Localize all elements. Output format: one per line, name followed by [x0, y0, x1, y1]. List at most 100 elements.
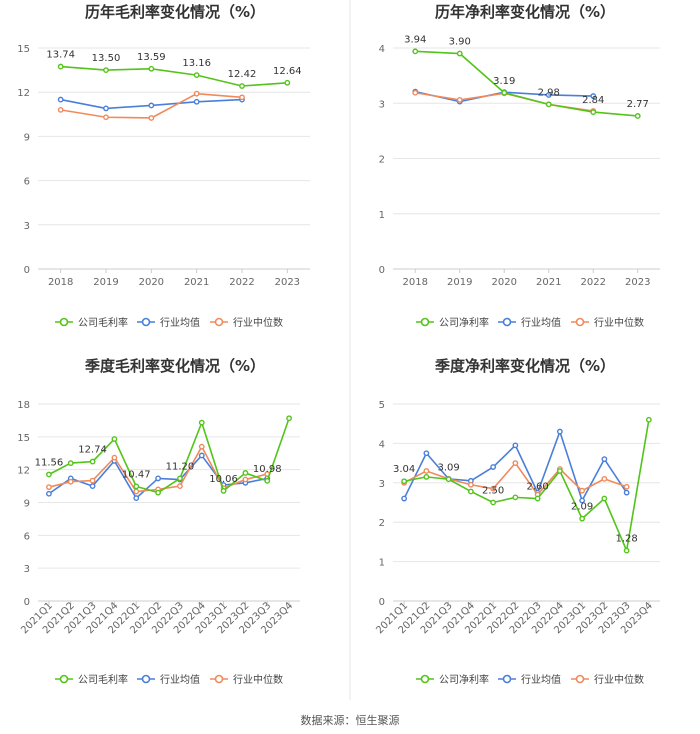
company-point — [512, 494, 519, 501]
data-label: 13.74 — [46, 50, 75, 61]
legend-label: 行业中位数 — [233, 673, 283, 686]
industry_avg-point — [590, 93, 597, 99]
company-series-line — [60, 65, 288, 87]
industry_median-point — [467, 481, 474, 488]
x-tick-label: 2023 — [625, 277, 650, 288]
data-label: 11.20 — [166, 461, 195, 472]
data-label: 3.19 — [493, 76, 515, 87]
y-tick-label: 2 — [379, 518, 385, 529]
quarterly-gross-margin-chart: 季度毛利率变化情况（%）03691215182021Q12021Q22021Q3… — [17, 357, 300, 686]
company-point — [133, 483, 140, 490]
legend-label: 行业均值 — [521, 316, 561, 329]
company-point — [456, 50, 463, 57]
legend-label: 行业中位数 — [233, 316, 283, 329]
y-tick-label: 3 — [379, 99, 385, 110]
legend-label: 公司净利率 — [439, 316, 489, 329]
legend-label: 行业中位数 — [594, 673, 644, 686]
company-point — [634, 113, 641, 119]
legend-swatch-marker — [59, 317, 69, 327]
industry_median-point — [148, 115, 155, 121]
data-label: 10.98 — [253, 464, 282, 475]
company-series-line — [403, 419, 650, 552]
data-label: 2.09 — [571, 502, 593, 513]
industry_median-point — [242, 476, 249, 483]
data-label: 13.59 — [137, 52, 166, 63]
data-label: 1.28 — [615, 534, 637, 545]
chart-title: 历年毛利率变化情况（%） — [85, 3, 265, 21]
data-label: 3.94 — [404, 34, 426, 45]
industry_avg-point — [556, 428, 563, 435]
legend-swatch-marker — [214, 674, 224, 684]
legend-swatch-marker — [502, 317, 512, 327]
company-point — [623, 547, 630, 554]
data-label: 2.50 — [482, 486, 504, 497]
company-series-line — [415, 50, 638, 117]
industry_avg-point — [579, 497, 586, 504]
industry_median-point — [111, 454, 118, 461]
y-tick-label: 0 — [24, 265, 30, 276]
industry_median-point — [89, 477, 96, 484]
x-tick-label: 2020 — [492, 277, 517, 288]
data-label: 2.98 — [538, 87, 560, 98]
industry_avg-point — [401, 495, 408, 502]
x-tick-label: 2019 — [93, 277, 118, 288]
legend-label: 行业均值 — [521, 673, 561, 686]
y-tick-label: 9 — [24, 132, 30, 143]
company-point — [534, 495, 541, 502]
legend-swatch-marker — [420, 674, 430, 684]
y-tick-label: 12 — [17, 88, 30, 99]
legend-label: 行业中位数 — [594, 316, 644, 329]
company-point — [645, 416, 652, 423]
legend-label: 公司毛利率 — [78, 316, 128, 329]
company-point — [501, 89, 508, 96]
legend-swatch-marker — [59, 674, 69, 684]
industry_median-point — [57, 106, 64, 113]
industry_median-point — [623, 483, 630, 490]
y-tick-label: 18 — [17, 400, 30, 411]
company-point — [177, 475, 183, 482]
company-point — [89, 458, 96, 465]
data-label: 2.84 — [582, 95, 604, 106]
industry_median-point — [579, 487, 586, 494]
y-tick-label: 3 — [24, 221, 30, 232]
company-point — [401, 478, 408, 485]
legend-swatch-marker — [420, 317, 430, 327]
x-tick-label: 2020 — [139, 277, 164, 288]
chart-title: 季度净利率变化情况（%） — [435, 357, 615, 375]
data-label: 12.42 — [228, 69, 257, 80]
company-point — [264, 477, 271, 484]
legend-label: 公司毛利率 — [78, 673, 128, 686]
company-point — [590, 109, 597, 115]
x-tick-label: 2019 — [447, 277, 472, 288]
y-tick-label: 9 — [24, 499, 30, 510]
y-tick-label: 1 — [379, 210, 385, 221]
y-tick-label: 15 — [17, 44, 30, 55]
industry_avg-point — [423, 450, 430, 457]
company-point — [46, 471, 52, 478]
industry_avg-point — [103, 105, 109, 112]
company-point — [242, 470, 249, 476]
y-tick-label: 15 — [17, 433, 30, 444]
data-label: 3.90 — [449, 37, 471, 48]
company-point — [239, 83, 245, 89]
industry_median-point — [412, 89, 419, 96]
data-label: 10.47 — [122, 469, 151, 480]
legend-swatch-marker — [502, 674, 512, 684]
company-point — [423, 473, 430, 480]
y-tick-label: 0 — [379, 265, 385, 276]
industry_median-point — [601, 475, 608, 482]
y-tick-label: 4 — [379, 439, 385, 450]
y-tick-label: 0 — [24, 597, 30, 608]
company-point — [111, 436, 118, 442]
data-label: 12.74 — [78, 445, 107, 456]
industry_avg-point — [46, 490, 52, 497]
y-tick-label: 5 — [379, 400, 385, 411]
company-point — [220, 487, 227, 494]
x-tick-label: 2023 — [275, 277, 300, 288]
data-label: 2.77 — [627, 99, 649, 110]
data-label: 13.16 — [182, 58, 211, 69]
industry_avg-point — [155, 475, 161, 482]
x-tick-label: 2021 — [184, 277, 209, 288]
y-tick-label: 0 — [379, 597, 385, 608]
annual-net-margin-chart: 历年净利率变化情况（%） 0 1 2 3 4 2018 2019 2020 2021 2022 202… — [379, 3, 660, 329]
